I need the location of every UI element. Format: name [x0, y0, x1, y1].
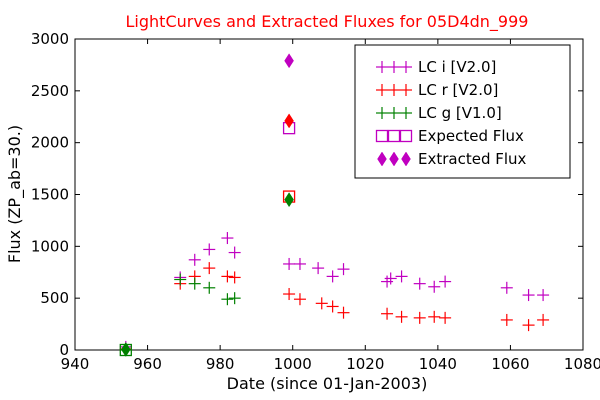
data-point-plus: [428, 310, 441, 323]
legend-marker-diamond: [377, 151, 387, 167]
legend-marker-plus: [376, 107, 388, 119]
x-tick-label: 1000: [274, 355, 312, 373]
legend: LC i [V2.0] LC r [V2.0] LC g [V1.0] Expecte…: [354, 44, 571, 179]
data-point-plus: [174, 273, 187, 286]
data-point-plus: [203, 243, 216, 256]
x-tick-label: 960: [133, 355, 162, 373]
y-tick-label: 2000: [31, 134, 69, 152]
data-point-plus: [500, 313, 513, 326]
data-point-diamond: [121, 342, 131, 357]
data-point-plus: [439, 311, 452, 324]
legend-label: Extracted Flux: [418, 150, 527, 168]
y-tick-label: 1500: [31, 186, 69, 204]
data-point-plus: [537, 313, 550, 326]
data-point-plus: [500, 281, 513, 294]
data-point-plus: [537, 289, 550, 302]
legend-marker-plus: [388, 107, 400, 119]
data-point-plus: [381, 307, 394, 320]
x-tick-label: 940: [61, 355, 90, 373]
data-point-plus: [428, 280, 441, 293]
legend-marker-plus: [400, 84, 412, 96]
data-point-plus: [439, 275, 452, 288]
x-axis-label: Date (since 01-Jan-2003): [227, 374, 428, 393]
data-point-plus: [337, 306, 350, 319]
data-point-plus: [413, 311, 426, 324]
data-point-plus: [188, 277, 201, 290]
legend-label: LC r [V2.0]: [418, 81, 498, 99]
data-point-plus: [384, 272, 397, 285]
data-point-plus: [221, 293, 234, 306]
data-point-plus: [326, 300, 339, 313]
legend-marker-diamond: [401, 151, 411, 167]
data-point-plus: [395, 310, 408, 323]
y-tick-label: 2500: [31, 82, 69, 100]
data-point-diamond: [284, 192, 294, 208]
data-point-plus: [188, 253, 201, 266]
data-point-plus: [228, 271, 241, 284]
legend-marker-plus: [400, 107, 412, 119]
data-point-plus: [283, 257, 296, 270]
data-point-plus: [203, 262, 216, 275]
data-point-plus: [228, 292, 241, 305]
x-tick-label: 1080: [564, 355, 600, 373]
legend-marker-square: [399, 129, 413, 143]
y-tick-label: 1000: [31, 237, 69, 255]
data-point-plus: [312, 262, 325, 275]
x-tick-label: 980: [206, 355, 235, 373]
data-point-plus: [522, 319, 535, 332]
legend-marker-square: [387, 129, 401, 143]
data-point-plus: [337, 263, 350, 276]
x-axis: 940 960 980 1000 1020 1040 1060 1080: [61, 39, 600, 373]
legend-label: Expected Flux: [418, 127, 524, 145]
data-point-plus: [203, 281, 216, 294]
legend-marker-plus: [388, 61, 400, 73]
chart-title: LightCurves and Extracted Fluxes for 05D…: [126, 12, 529, 32]
data-point-plus: [283, 288, 296, 301]
y-tick-label: 500: [40, 289, 69, 307]
y-axis: 0 500 1000 1500 2000 2500 3000: [31, 30, 583, 359]
data-point-plus: [228, 246, 241, 259]
data-point-plus: [293, 257, 306, 270]
data-point-plus: [522, 289, 535, 302]
legend-label: LC i [V2.0]: [418, 58, 496, 76]
y-tick-label: 0: [59, 341, 69, 359]
legend-marker-plus: [388, 84, 400, 96]
data-point-plus: [221, 270, 234, 283]
data-point-plus: [315, 297, 328, 310]
data-point-diamond: [284, 113, 294, 129]
legend-label: LC g [V1.0]: [418, 104, 502, 122]
data-point-diamond: [284, 53, 294, 69]
data-point-plus: [221, 232, 234, 245]
legend-marker-plus: [376, 61, 388, 73]
x-tick-label: 1020: [346, 355, 384, 373]
data-marks: [119, 53, 550, 357]
legend-marker-plus: [400, 61, 412, 73]
data-point-plus: [293, 293, 306, 306]
data-point-plus: [395, 270, 408, 283]
x-tick-label: 1060: [491, 355, 529, 373]
data-point-plus: [413, 277, 426, 290]
legend-marker-plus: [376, 84, 388, 96]
x-tick-label: 1040: [419, 355, 457, 373]
legend-marker-square: [375, 129, 389, 143]
y-axis-label: Flux (ZP_ab=30.): [5, 125, 25, 263]
legend-marker-diamond: [389, 151, 399, 167]
data-point-plus: [326, 270, 339, 283]
y-tick-label: 3000: [31, 30, 69, 48]
